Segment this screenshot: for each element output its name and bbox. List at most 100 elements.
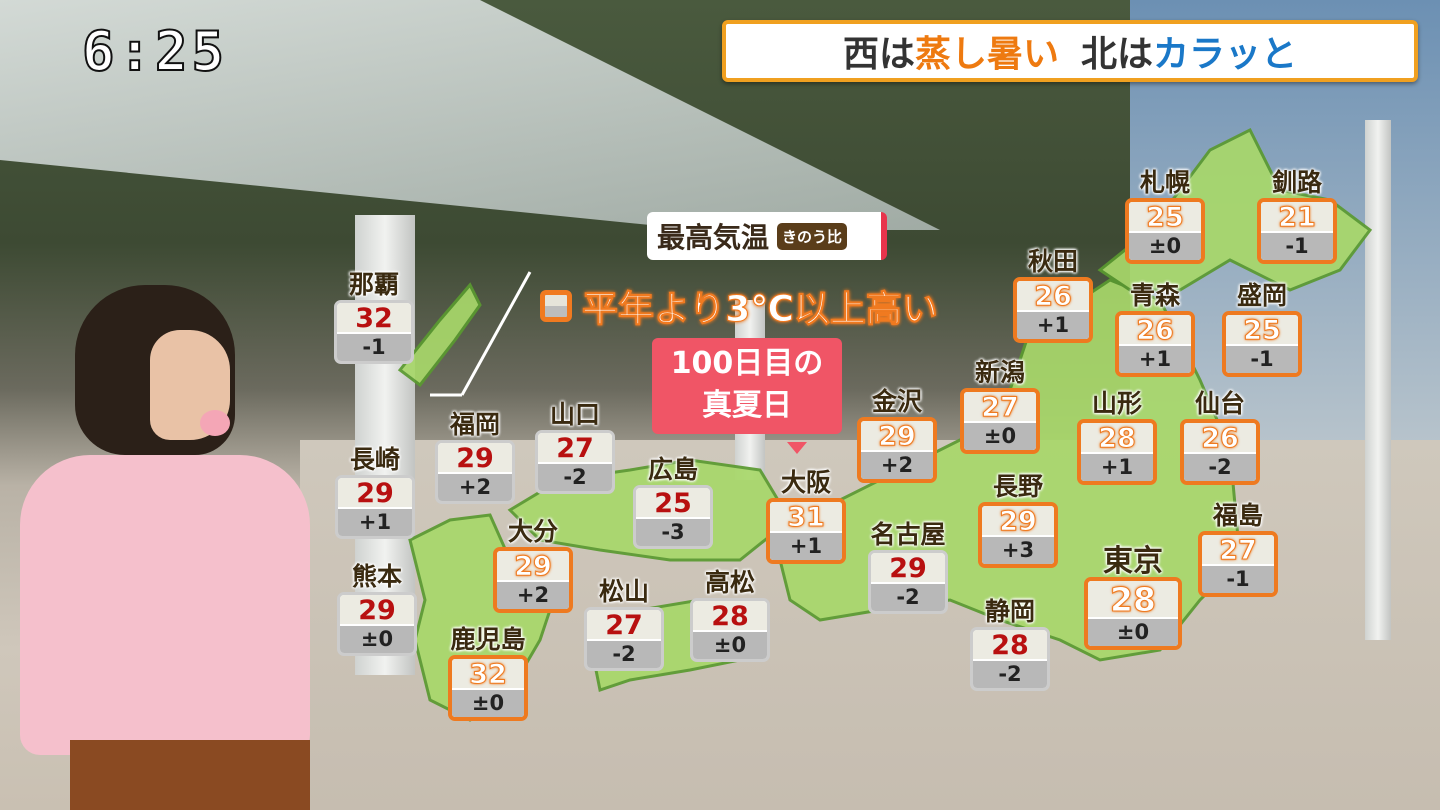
- temp-diff: ±0: [964, 423, 1036, 450]
- temperature-card: 29 -2: [868, 550, 948, 614]
- city-19: 札幌 25 ±0: [1115, 168, 1215, 264]
- legend-swatch-icon: [540, 290, 572, 322]
- temp-diff: +1: [338, 509, 412, 536]
- headline-highlight: カラッと: [1153, 34, 1298, 75]
- temperature-card: 27 -2: [535, 430, 615, 494]
- city-name: 静岡: [984, 597, 1035, 626]
- city-name: 福島: [1212, 501, 1263, 530]
- city-name: 名古屋: [870, 520, 946, 549]
- headline-highlight: 蒸し暑い: [914, 34, 1059, 75]
- temp-diff: +2: [497, 582, 569, 609]
- max-temp: 28: [1088, 581, 1178, 619]
- temp-diff: +2: [438, 474, 512, 501]
- city-name: 青森: [1129, 281, 1180, 310]
- temp-diff: -1: [1226, 346, 1298, 373]
- temp-diff: +1: [1081, 454, 1153, 481]
- city-name: 山口: [549, 400, 600, 429]
- temperature-card: 26 +1: [1115, 311, 1195, 377]
- city-14: 新潟 27 ±0: [950, 358, 1050, 454]
- city-name: 東京: [1103, 544, 1163, 579]
- callout-line: 100日目の: [670, 346, 824, 381]
- city-name: 高松: [704, 568, 755, 597]
- max-temp: 25: [636, 488, 710, 519]
- temp-diff: ±0: [452, 690, 524, 717]
- temp-diff: -2: [538, 464, 612, 491]
- temp-diff: +1: [770, 533, 842, 560]
- temp-diff: -2: [973, 661, 1047, 688]
- city-12: 静岡 28 -2: [960, 597, 1060, 691]
- temperature-card: 25 -3: [633, 485, 713, 549]
- temperature-card: 31 +1: [766, 498, 846, 564]
- pillar: [1365, 120, 1391, 640]
- temperature-card: 28 ±0: [690, 598, 770, 662]
- headline-part: 北は: [1081, 34, 1154, 75]
- max-temp: 27: [587, 610, 661, 641]
- leader-line: [460, 271, 532, 396]
- temp-diff: -2: [871, 584, 945, 611]
- city-7: 松山 27 -2: [574, 577, 674, 671]
- max-temp: 25: [1129, 202, 1201, 234]
- temperature-card: 27 ±0: [960, 388, 1040, 454]
- city-name: 仙台: [1194, 389, 1245, 418]
- max-temp: 27: [538, 433, 612, 464]
- temperature-card: 29 +2: [493, 547, 573, 613]
- temperature-card: 26 -2: [1180, 419, 1260, 485]
- city-name: 鹿児島: [450, 625, 526, 654]
- comparison-badge: きのう比: [777, 222, 848, 250]
- city-15: 長野 29 +3: [968, 472, 1068, 568]
- city-13: 金沢 29 +2: [847, 387, 947, 483]
- city-name: 盛岡: [1236, 281, 1287, 310]
- max-temp: 21: [1261, 202, 1333, 234]
- max-temp: 28: [1081, 423, 1153, 455]
- temp-diff: ±0: [1088, 619, 1178, 646]
- headline-banner: 西は 蒸し暑い 北は カラッと: [722, 20, 1418, 82]
- map-okinawa: [397, 282, 482, 388]
- city-name: 札幌: [1139, 168, 1190, 197]
- city-name: 大分: [507, 517, 558, 546]
- city-6: 大分 29 +2: [483, 517, 583, 613]
- city-8: 高松 28 ±0: [680, 568, 780, 662]
- temp-diff: -1: [337, 334, 411, 361]
- temperature-card: 25 -1: [1222, 311, 1302, 377]
- temp-diff: -1: [1261, 233, 1333, 260]
- max-temp: 26: [1184, 423, 1256, 455]
- max-temp: 32: [452, 659, 524, 691]
- city-name: 山形: [1091, 389, 1142, 418]
- city-17: 青森 26 +1: [1105, 281, 1205, 377]
- callout-line: 真夏日: [702, 388, 792, 423]
- temperature-card: 32 -1: [334, 300, 414, 364]
- city-name: 長野: [992, 472, 1043, 501]
- max-temp: 29: [340, 595, 414, 626]
- city-16: 秋田 26 +1: [1003, 247, 1103, 343]
- city-name: 金沢: [871, 387, 922, 416]
- temp-diff: -1: [1202, 566, 1274, 593]
- temp-diff: ±0: [693, 632, 767, 659]
- max-temp: 29: [338, 478, 412, 509]
- city-name: 大阪: [780, 468, 831, 497]
- city-11: 名古屋 29 -2: [858, 520, 958, 614]
- temperature-card: 21 -1: [1257, 198, 1337, 264]
- max-temp: 26: [1119, 315, 1191, 347]
- city-name: 福岡: [449, 410, 500, 439]
- city-3: 福岡 29 +2: [425, 410, 525, 504]
- legend-note-text: 平年より3℃以上高い: [582, 289, 939, 331]
- max-temp: 28: [693, 601, 767, 632]
- max-temp: 27: [1202, 535, 1274, 567]
- city-5: 広島 25 -3: [623, 455, 723, 549]
- max-temp: 27: [964, 392, 1036, 424]
- city-name: 長崎: [349, 445, 400, 474]
- max-temp: 26: [1017, 281, 1089, 313]
- city-20: 釧路 21 -1: [1247, 168, 1347, 264]
- callout-bubble: 100日目の 真夏日: [652, 338, 842, 454]
- city-name: 那覇: [348, 270, 399, 299]
- max-temp: 25: [1226, 315, 1298, 347]
- city-name: 釧路: [1271, 168, 1322, 197]
- temp-diff: +2: [861, 452, 933, 479]
- max-temp: 29: [438, 443, 512, 474]
- temperature-card: 29 +2: [435, 440, 515, 504]
- city-10: 大阪 31 +1: [756, 468, 856, 564]
- legend-title-text: 最高気温: [657, 221, 770, 254]
- temperature-card: 29 +1: [335, 475, 415, 539]
- city-22: 仙台 26 -2: [1170, 389, 1270, 485]
- city-name: 広島: [647, 455, 698, 484]
